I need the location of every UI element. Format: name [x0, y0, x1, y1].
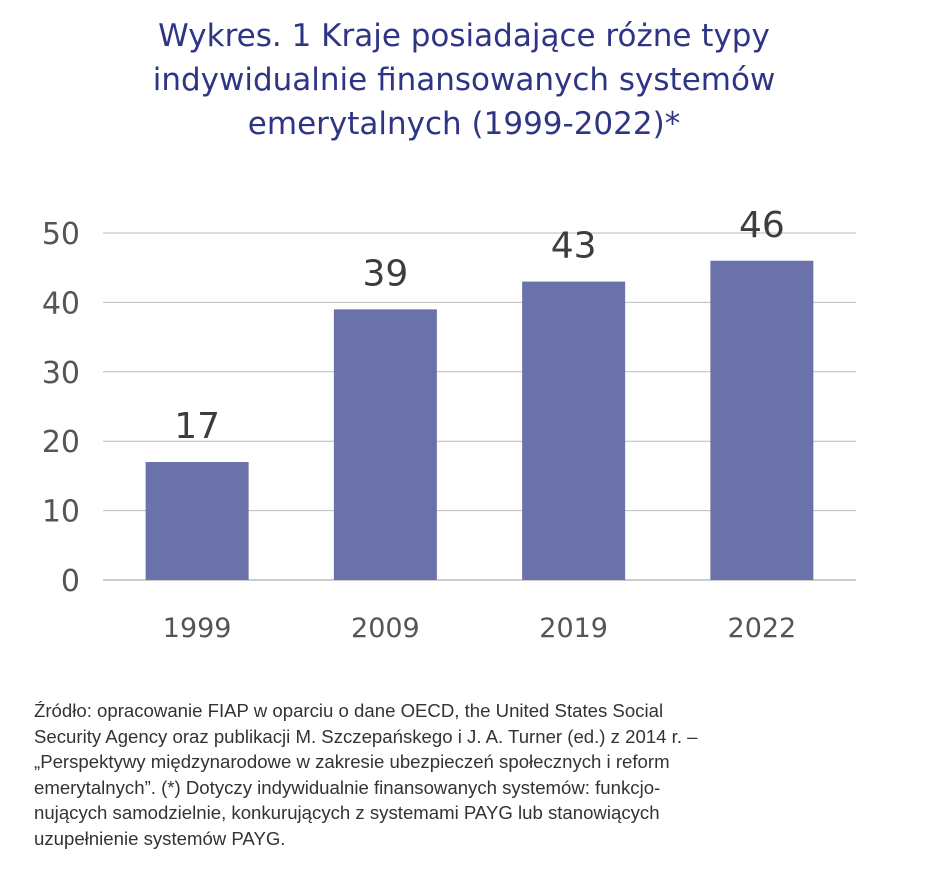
chart-title-line: emerytalnych (1999-2022)* [247, 106, 681, 142]
y-tick-label: 50 [42, 217, 80, 252]
source-footnote: Źródło: opracowanie FIAP w oparciu o dan… [34, 698, 884, 851]
y-tick-label: 20 [42, 425, 80, 460]
y-tick-label: 30 [42, 356, 80, 391]
data-label: 43 [551, 226, 597, 267]
bar-chart: 0 10 20 30 40 50 17 1999 39 2009 43 2019 46 2022 [42, 205, 856, 644]
chart-title-line: indywidualnie finansowanych systemów [152, 62, 776, 98]
data-label: 17 [174, 406, 220, 447]
y-tick-label: 0 [61, 564, 80, 599]
bar [145, 462, 249, 580]
y-tick-label: 10 [42, 495, 80, 530]
footnote-line: „Perspektywy międzynarodowe w zakresie u… [34, 751, 670, 772]
chart-title-line: Wykres. 1 Kraje posiadające różne typy [158, 18, 770, 54]
bar [522, 281, 626, 580]
footnote-line: Security Agency oraz publikacji M. Szcze… [34, 725, 698, 747]
footnote-line: nujących samodzielnie, konkurujących z s… [34, 802, 660, 823]
x-tick-label: 2019 [539, 613, 608, 644]
y-tick-label: 40 [42, 286, 80, 321]
bar [333, 309, 437, 580]
footnote-line: Źródło: opracowanie FIAP w oparciu o dan… [34, 700, 664, 721]
chart-title: Wykres. 1 Kraje posiadające różne typy i… [0, 14, 928, 146]
x-tick-label: 2009 [351, 613, 420, 644]
footnote-line: uzupełnienie systemów PAYG. [34, 827, 286, 849]
data-label: 39 [362, 253, 408, 294]
x-tick-label: 1999 [163, 613, 232, 644]
footnote-line: emerytalnych”. (*) Dotyczy indywidualnie… [34, 776, 661, 798]
data-label: 46 [739, 205, 785, 246]
bar [710, 260, 814, 580]
x-tick-label: 2022 [728, 613, 797, 644]
